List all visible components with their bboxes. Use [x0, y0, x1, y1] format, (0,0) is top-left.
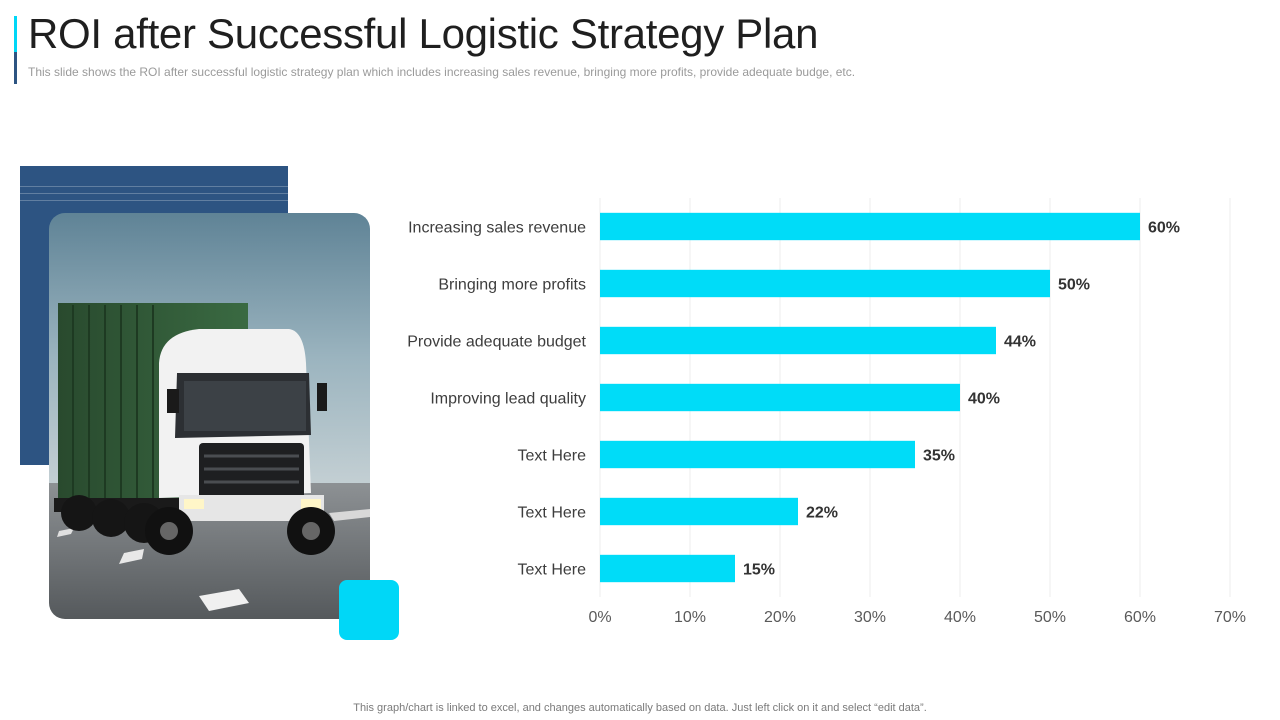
category-label: Bringing more profits [438, 277, 586, 294]
category-label: Improving lead quality [430, 391, 586, 408]
truck-photo [49, 213, 370, 619]
value-label: 44% [1004, 334, 1036, 351]
category-label: Text Here [518, 448, 587, 465]
bar [600, 383, 960, 412]
value-label: 35% [923, 448, 955, 465]
bar [600, 554, 735, 583]
x-tick-label: 20% [764, 609, 796, 626]
x-tick-label: 10% [674, 609, 706, 626]
bar [600, 212, 1140, 241]
bar [600, 440, 915, 469]
page-subtitle: This slide shows the ROI after successfu… [28, 65, 856, 79]
x-tick-label: 0% [588, 609, 611, 626]
bar [600, 269, 1050, 298]
bar [600, 497, 798, 526]
roi-bar-chart: 0% 10% 20% 30% 40% 50% 60% 70% Increasing sales … [380, 190, 1260, 640]
value-label: 60% [1148, 220, 1180, 237]
x-tick-label: 30% [854, 609, 886, 626]
title-accent-bar-navy [14, 52, 17, 84]
value-label: 40% [968, 391, 1000, 408]
x-tick-label: 60% [1124, 609, 1156, 626]
bar [600, 326, 996, 355]
page-title: ROI after Successful Logistic Strategy P… [28, 10, 819, 57]
decorative-cyan-square [339, 580, 399, 640]
footer-note: This graph/chart is linked to excel, and… [353, 702, 927, 714]
category-label: Increasing sales revenue [408, 220, 586, 237]
category-label: Text Here [518, 562, 587, 579]
category-label: Text Here [518, 505, 587, 522]
x-tick-label: 50% [1034, 609, 1066, 626]
value-label: 15% [743, 562, 775, 579]
value-label: 22% [806, 505, 838, 522]
x-tick-label: 40% [944, 609, 976, 626]
value-label: 50% [1058, 277, 1090, 294]
title-accent-bar-cyan [14, 16, 17, 52]
x-tick-label: 70% [1214, 609, 1246, 626]
chart-svg: 0% 10% 20% 30% 40% 50% 60% 70% Increasing sales … [407, 198, 1246, 626]
category-label: Provide adequate budget [407, 334, 586, 351]
